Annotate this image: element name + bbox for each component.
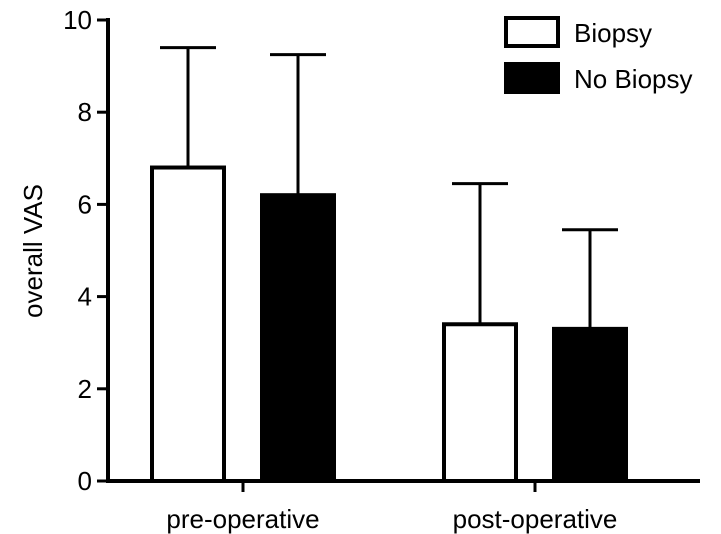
legend-swatch-no-biopsy xyxy=(504,62,560,94)
y-tick-label: 10 xyxy=(63,5,92,35)
y-tick-label: 0 xyxy=(78,466,92,496)
bar xyxy=(260,193,336,483)
bar xyxy=(442,322,518,484)
bar xyxy=(552,326,628,483)
y-tick-label: 6 xyxy=(78,189,92,219)
y-tick-label: 8 xyxy=(78,97,92,127)
legend: Biopsy No Biopsy xyxy=(504,16,693,94)
y-tick-label: 2 xyxy=(78,374,92,404)
x-tick-label: post-operative xyxy=(453,504,618,534)
y-axis-label: overall VAS xyxy=(18,184,48,318)
legend-swatch-biopsy xyxy=(504,16,560,48)
legend-label-no-biopsy: No Biopsy xyxy=(574,64,693,94)
legend-label-biopsy: Biopsy xyxy=(574,18,652,48)
y-tick-label: 4 xyxy=(78,282,92,312)
bar xyxy=(150,165,226,484)
x-tick-label: pre-operative xyxy=(166,504,319,534)
